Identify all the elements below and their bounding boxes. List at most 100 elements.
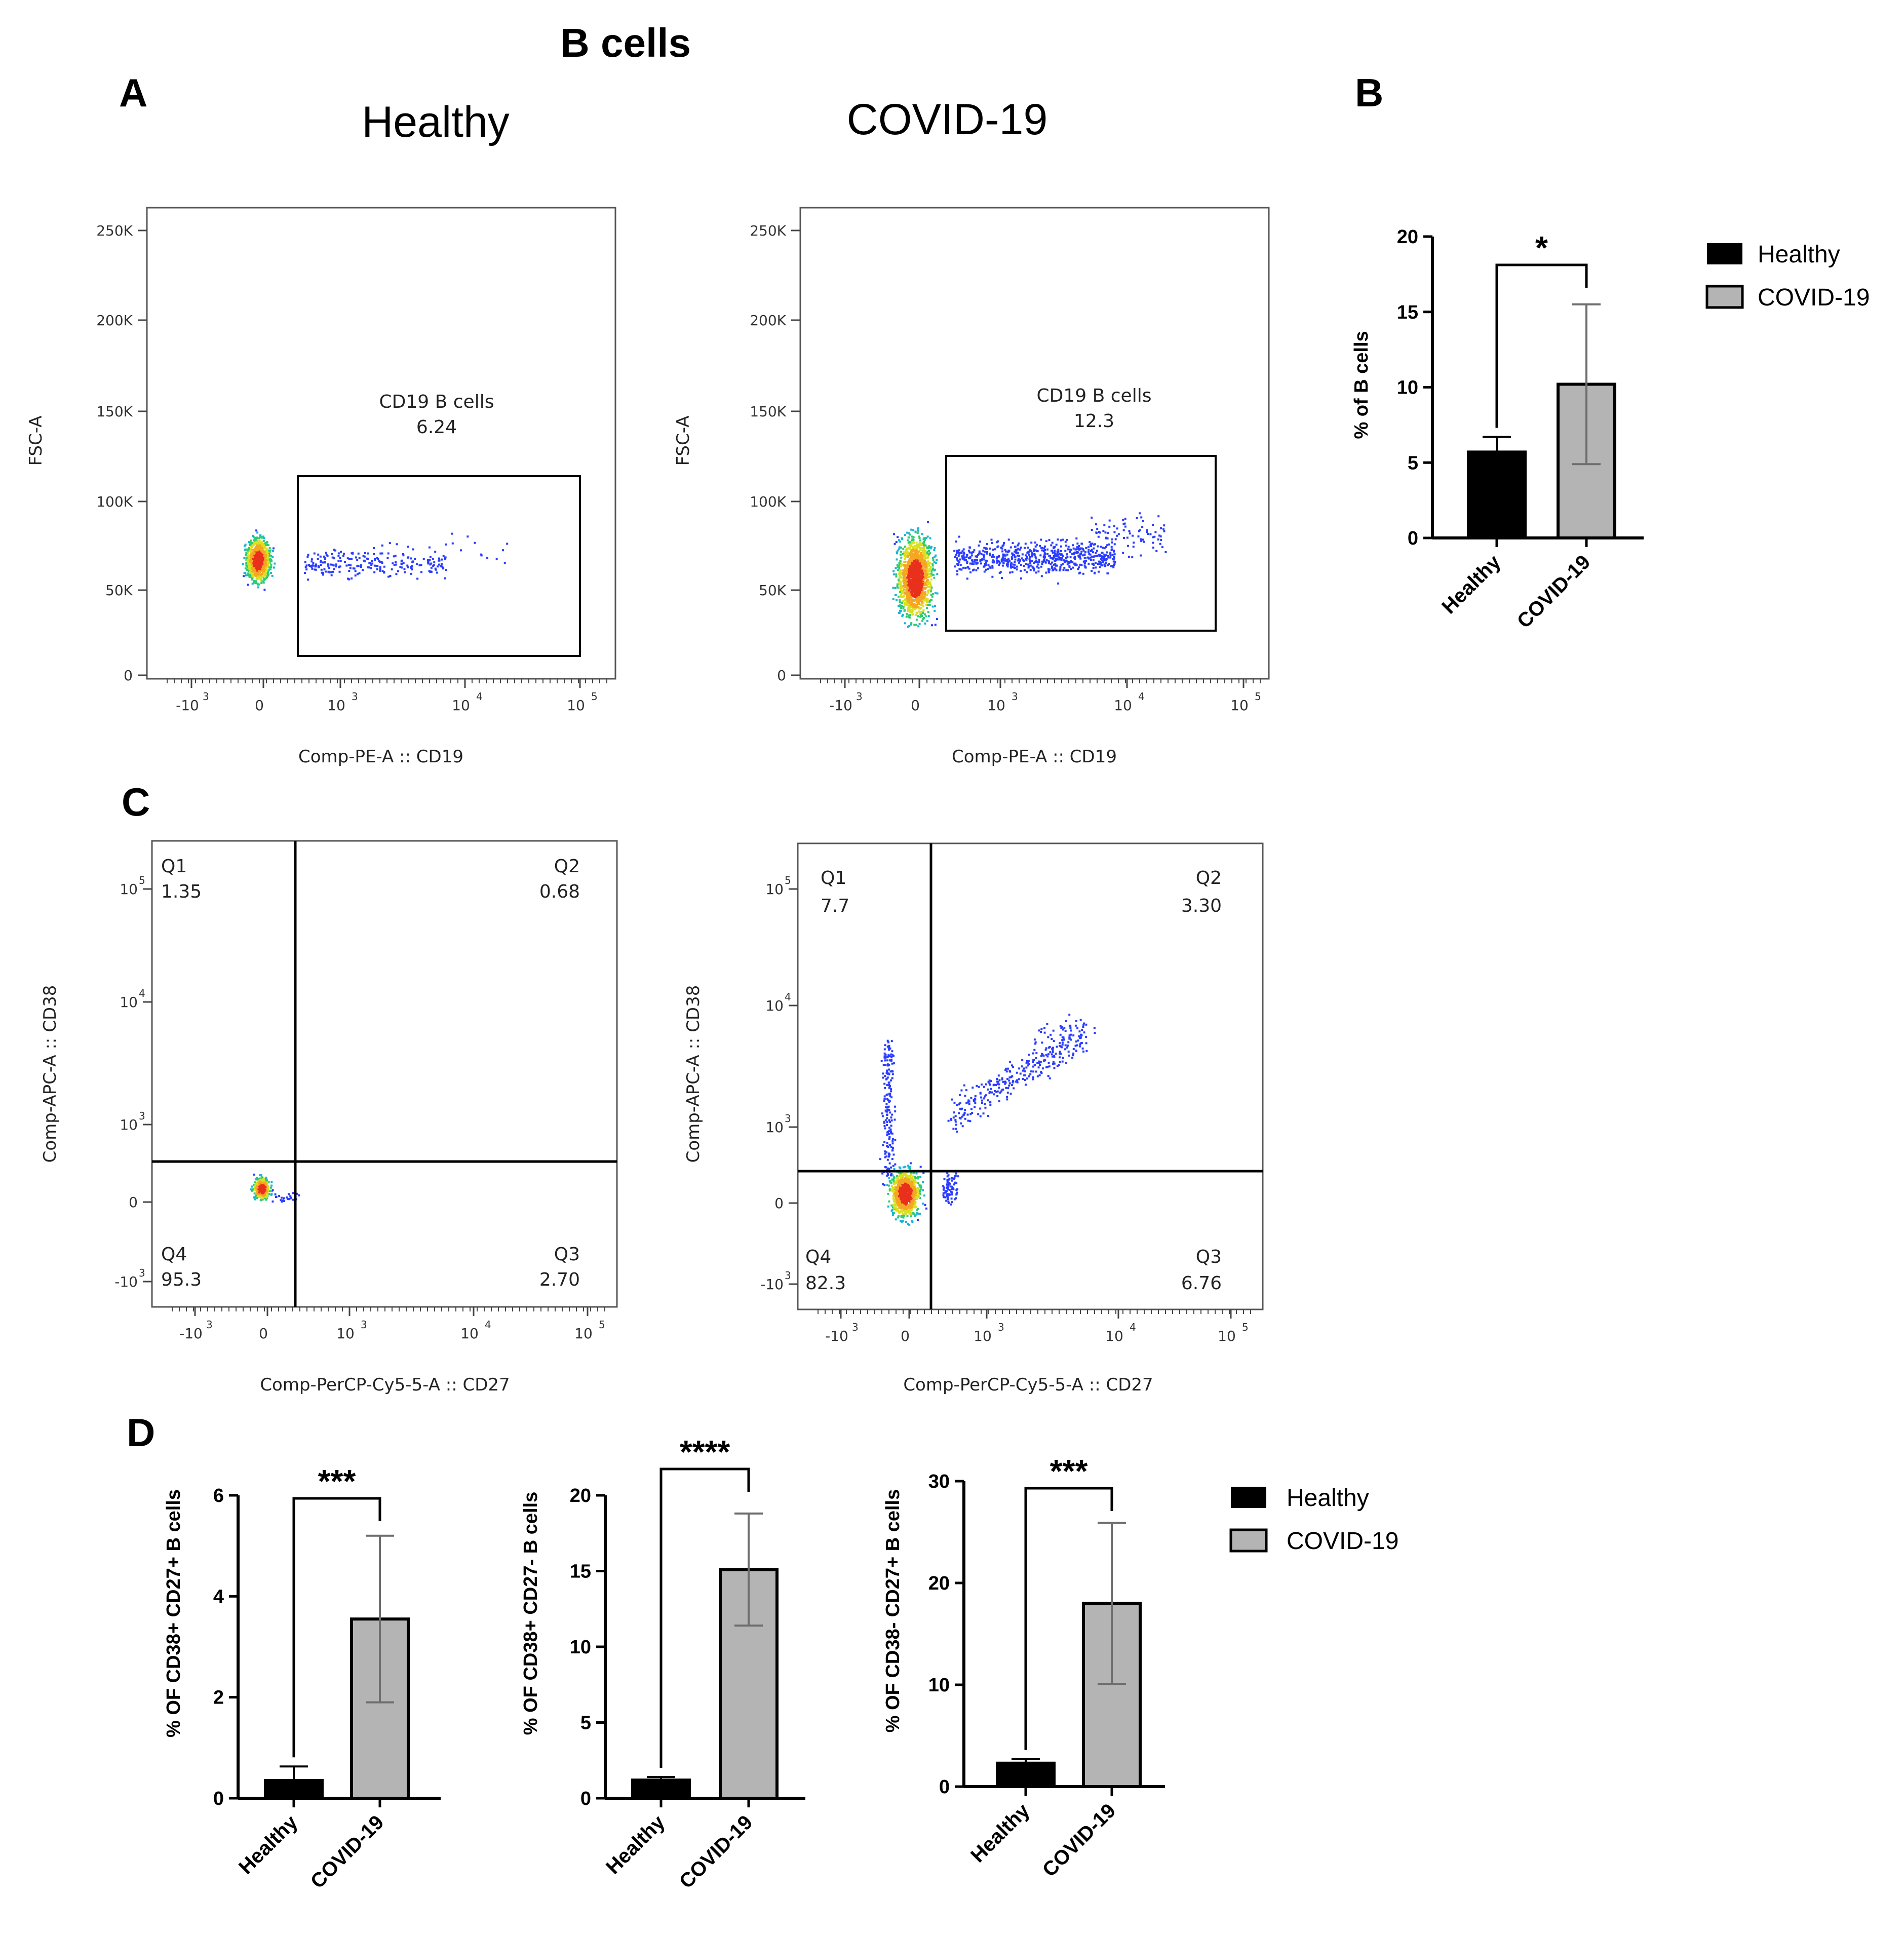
- event-dot: [1137, 535, 1140, 538]
- event-dot: [892, 1197, 895, 1200]
- event-dot: [429, 571, 432, 573]
- event-dot: [915, 589, 917, 591]
- event-dot: [905, 1221, 907, 1223]
- event-dot: [919, 553, 922, 556]
- event-dot: [912, 607, 914, 609]
- event-dot: [913, 624, 916, 626]
- event-dot: [922, 565, 925, 568]
- event-dot: [1160, 527, 1162, 529]
- event-dot: [907, 1210, 910, 1212]
- event-dot: [435, 568, 437, 571]
- event-dot: [274, 1193, 277, 1195]
- event-dot: [260, 577, 262, 579]
- event-dot: [1092, 562, 1095, 565]
- event-dot: [924, 573, 927, 576]
- event-dot: [908, 606, 911, 609]
- event-dot: [930, 572, 933, 575]
- event-dot: [911, 1212, 914, 1215]
- event-dot: [909, 1194, 911, 1196]
- event-dot: [386, 557, 389, 559]
- event-dot: [315, 568, 317, 571]
- event-dot: [906, 613, 908, 615]
- event-dot: [921, 592, 923, 594]
- event-dot: [331, 553, 333, 555]
- event-dot: [1050, 544, 1053, 547]
- event-dot: [919, 555, 922, 557]
- event-dot: [909, 565, 911, 568]
- event-dot: [258, 553, 260, 556]
- event-dot: [383, 565, 385, 568]
- event-dot: [923, 547, 925, 550]
- event-dot: [916, 1190, 918, 1192]
- event-dot: [324, 570, 327, 573]
- event-dot: [1097, 563, 1099, 565]
- event-dot: [922, 579, 925, 582]
- event-dot: [907, 575, 909, 577]
- event-dot: [972, 551, 975, 554]
- event-dot: [1082, 572, 1084, 575]
- event-dot: [261, 572, 263, 575]
- event-dot: [924, 544, 927, 547]
- event-dot: [1164, 551, 1167, 553]
- event-dot: [898, 1182, 900, 1184]
- event-dot: [1044, 556, 1046, 558]
- event-dot: [921, 569, 923, 571]
- event-dot: [908, 571, 910, 573]
- event-dot: [927, 583, 929, 586]
- event-dot: [925, 564, 927, 566]
- event-dot: [271, 556, 274, 558]
- event-dot: [910, 556, 912, 558]
- event-dot: [1143, 540, 1145, 543]
- event-dot: [898, 571, 901, 573]
- event-dot: [1074, 562, 1077, 565]
- event-dot: [1108, 525, 1111, 528]
- event-dot: [900, 569, 903, 572]
- event-dot: [972, 569, 974, 572]
- event-dot: [1116, 534, 1118, 537]
- event-dot: [917, 562, 919, 565]
- event-dot: [911, 593, 914, 596]
- event-dot: [923, 544, 925, 547]
- event-dot: [322, 561, 324, 564]
- event-dot: [967, 549, 970, 552]
- event-dot: [433, 561, 436, 564]
- event-dot: [263, 1179, 265, 1182]
- event-dot: [916, 560, 919, 563]
- event-dot: [1101, 559, 1103, 562]
- event-dot: [1064, 540, 1067, 543]
- y-tick-exponent: 4: [139, 987, 145, 999]
- event-dot: [265, 557, 268, 559]
- event-dot: [1100, 546, 1102, 548]
- event-dot: [1044, 549, 1046, 551]
- event-dot: [911, 1185, 914, 1187]
- event-dot: [913, 577, 916, 579]
- event-dot: [253, 552, 256, 555]
- event-dot: [260, 582, 263, 584]
- x-tick-label: 10: [1114, 697, 1132, 714]
- event-dot: [902, 613, 904, 616]
- event-dot: [262, 557, 264, 560]
- event-dot: [921, 554, 923, 557]
- y-axis-label: Comp-APC-A :: CD38: [40, 985, 60, 1163]
- event-dot: [1011, 566, 1014, 568]
- event-dot: [907, 602, 910, 604]
- event-dot: [910, 587, 913, 590]
- event-dot: [913, 579, 915, 582]
- event-dot: [920, 580, 923, 583]
- event-dot: [906, 1176, 908, 1178]
- event-dot: [922, 558, 924, 560]
- event-dot: [926, 547, 928, 549]
- event-dot: [926, 570, 928, 572]
- event-dot: [956, 570, 958, 572]
- event-dot: [366, 557, 368, 560]
- y-tick-label: 100K: [96, 493, 133, 510]
- event-dot: [917, 1188, 920, 1190]
- event-dot: [911, 566, 913, 568]
- event-dot: [923, 556, 925, 559]
- event-dot: [902, 1166, 905, 1169]
- event-dot: [923, 554, 925, 556]
- event-dot: [265, 564, 267, 566]
- event-dot: [991, 565, 994, 567]
- event-dot: [925, 567, 928, 569]
